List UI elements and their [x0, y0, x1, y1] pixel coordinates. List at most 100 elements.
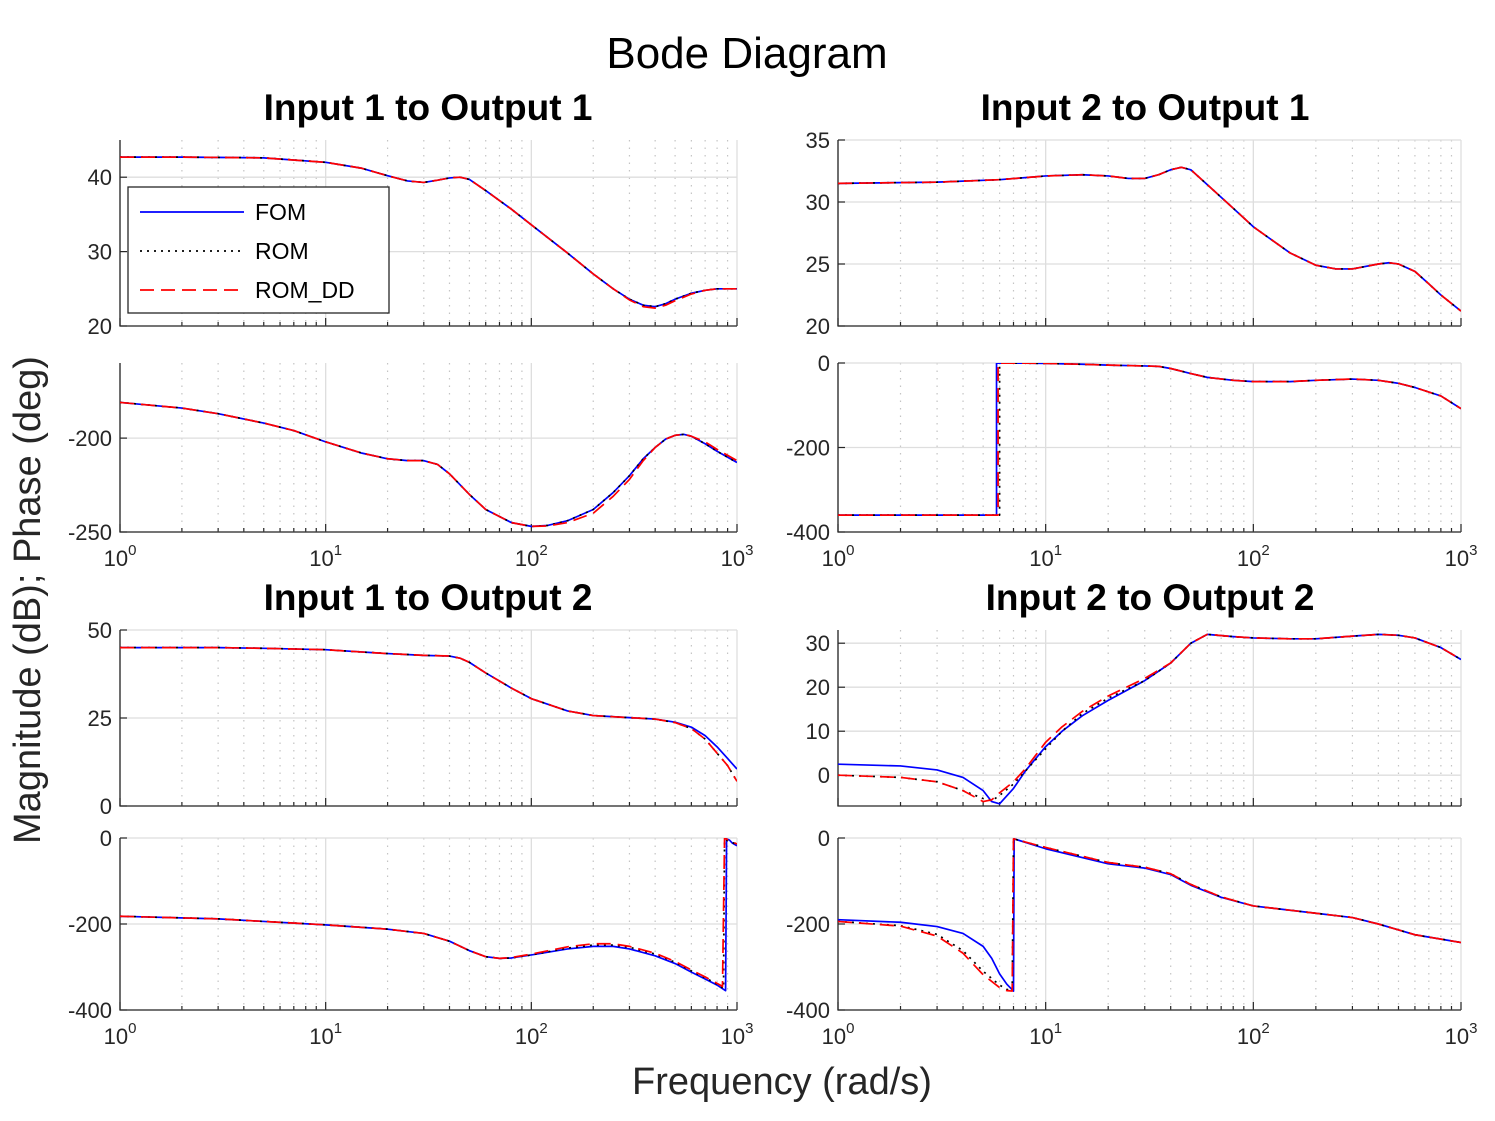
x-axis-label: Frequency (rad/s) — [632, 1061, 932, 1103]
series-line-fom — [120, 646, 737, 770]
y-tick-label: 35 — [806, 128, 830, 153]
axis-frame — [837, 363, 1461, 533]
series-line-fom — [838, 838, 1461, 992]
y-tick-label: 0 — [100, 826, 112, 851]
series-line-fom — [838, 166, 1461, 312]
y-tick-label: -200 — [68, 426, 112, 451]
axis-frame — [119, 630, 737, 807]
x-tick-label: 103 — [721, 542, 754, 571]
axes-p22mag: 0 10 20 30 — [806, 630, 1462, 807]
x-tick-label: 103 — [1445, 1020, 1478, 1049]
panel-title-p11: Input 1 to Output 1 — [264, 87, 593, 128]
series-line-fom — [120, 838, 737, 992]
panel-title-p22: Input 2 to Output 2 — [986, 577, 1315, 618]
series-group — [120, 156, 737, 309]
y-tick-label: 0 — [818, 763, 830, 788]
series-line-rom-dd — [120, 646, 737, 782]
y-tick-label: -400 — [786, 998, 830, 1023]
series-line-rom — [120, 838, 737, 990]
series-group — [838, 633, 1461, 805]
series-line-fom — [120, 401, 737, 528]
y-tick-label: -400 — [68, 998, 112, 1023]
series-line-fom — [838, 363, 1461, 516]
series-line-rom-dd — [838, 166, 1461, 312]
x-tick-label: 102 — [515, 542, 548, 571]
series-group — [838, 363, 1461, 516]
legend: FOM ROM ROM_DD — [127, 186, 390, 314]
series-line-rom — [120, 646, 737, 782]
y-tick-label: 25 — [88, 706, 112, 731]
series-line-rom — [120, 401, 737, 528]
axis-frame — [837, 630, 1461, 807]
y-tick-label: 30 — [806, 190, 830, 215]
y-tick-label: 25 — [806, 252, 830, 277]
x-tick-label: 103 — [721, 1020, 754, 1049]
series-group — [120, 401, 737, 528]
panel-title-p12: Input 1 to Output 2 — [264, 577, 593, 618]
figure-title: Bode Diagram — [606, 29, 887, 78]
y-tick-label: 30 — [806, 631, 830, 656]
x-tick-label: 102 — [515, 1020, 548, 1049]
y-tick-label: -250 — [68, 520, 112, 545]
axes-p12mag: 0 25 50 — [88, 618, 738, 819]
y-tick-label: 20 — [806, 675, 830, 700]
x-tick-label: 101 — [1029, 542, 1062, 571]
y-tick-label: 0 — [818, 351, 830, 376]
x-tick-label: 101 — [1029, 1020, 1062, 1049]
legend-label: FOM — [255, 199, 306, 225]
series-line-rom-dd — [838, 633, 1461, 803]
x-tick-label: 103 — [1445, 542, 1478, 571]
axes-p12phase: 100 101 102 103 -400 -200 0 — [68, 826, 753, 1049]
y-tick-label: -400 — [786, 520, 830, 545]
legend-label: ROM — [255, 238, 309, 264]
y-tick-label: 20 — [88, 314, 112, 339]
series-line-rom-dd — [838, 363, 1461, 516]
axis-frame — [119, 140, 737, 327]
y-tick-label: 20 — [806, 314, 830, 339]
y-axis-label: Magnitude (dB); Phase (deg) — [7, 356, 49, 844]
legend-label: ROM_DD — [255, 277, 355, 303]
x-tick-label: 100 — [822, 542, 855, 571]
y-tick-label: 10 — [806, 719, 830, 744]
axis-frame — [119, 838, 737, 1011]
series-line-rom — [838, 166, 1461, 312]
axes-p22phase: 100 101 102 103 -400 -200 0 — [786, 826, 1477, 1049]
x-tick-label: 101 — [309, 1020, 342, 1049]
y-tick-label: 50 — [88, 618, 112, 643]
axis-frame — [837, 838, 1461, 1011]
series-group — [120, 838, 737, 992]
series-group — [120, 646, 737, 782]
x-tick-label: 100 — [822, 1020, 855, 1049]
axes-p21phase: 100 101 102 103 -400 -200 0 — [786, 351, 1477, 571]
legend-box — [127, 186, 390, 314]
x-tick-label: 100 — [104, 1020, 137, 1049]
x-tick-label: 100 — [104, 542, 137, 571]
series-line-rom-dd — [120, 156, 737, 309]
x-tick-label: 102 — [1237, 1020, 1270, 1049]
y-tick-label: -200 — [68, 912, 112, 937]
x-tick-label: 102 — [1237, 542, 1270, 571]
axis-frame — [837, 140, 1461, 327]
x-tick-label: 101 — [309, 542, 342, 571]
y-tick-label: -200 — [786, 436, 830, 461]
y-tick-label: -200 — [786, 912, 830, 937]
series-group — [838, 838, 1461, 992]
y-tick-label: 40 — [88, 165, 112, 190]
series-line-rom — [838, 363, 1461, 516]
series-line-rom-dd — [120, 401, 737, 528]
panel-title-p21: Input 2 to Output 1 — [981, 87, 1310, 128]
series-line-rom-dd — [838, 838, 1461, 992]
y-tick-label: 0 — [818, 826, 830, 851]
series-line-rom-dd — [120, 838, 737, 988]
y-tick-label: 30 — [88, 240, 112, 265]
axis-frame — [119, 363, 737, 533]
series-line-fom — [838, 633, 1461, 805]
axes-p11phase: 100 101 102 103 -250 -200 — [68, 363, 753, 571]
series-group — [838, 166, 1461, 312]
axes-p11mag: 20 30 40 — [88, 140, 738, 339]
y-tick-label: 0 — [100, 794, 112, 819]
series-line-rom — [838, 838, 1461, 992]
axes-p21mag: 20 25 30 35 — [806, 128, 1462, 339]
